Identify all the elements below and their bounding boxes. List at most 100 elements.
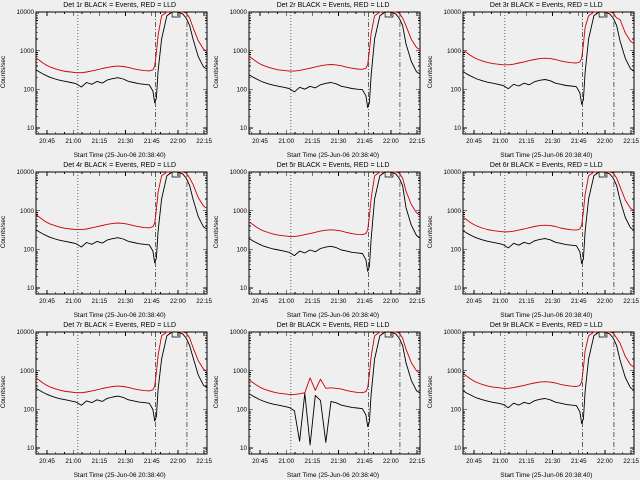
ticks-group — [249, 171, 421, 294]
x-tick-label: 21:00 — [492, 138, 508, 145]
x-tick-label: 20:45 — [466, 298, 482, 305]
x-tick-label: 20:45 — [39, 458, 55, 465]
x-axis-label: Start Time (25-Jun-06 20:38:40) — [73, 152, 166, 159]
y-tick-label: 1000 — [20, 368, 35, 375]
panel-det-1r: Det 1r BLACK = Events, RED = LLD Counts/… — [0, 0, 213, 160]
y-tick-label: 10 — [240, 125, 248, 132]
panel-title: Det 1r BLACK = Events, RED = LLD — [63, 2, 177, 9]
x-tick-label: 20:45 — [252, 458, 268, 465]
x-tick-label: 21:45 — [144, 458, 160, 465]
y-tick-label: 10 — [240, 285, 248, 292]
y-tick-label: 100 — [23, 87, 34, 94]
y-tick-label: 100 — [237, 247, 248, 254]
panel-plot: 20:45 21:00 21:15 21:30 21:45 22:00 22:15 10 100… — [443, 329, 639, 465]
ticks-group — [36, 331, 207, 454]
x-tick-label: 22:00 — [383, 138, 399, 145]
x-tick-label: 20:45 — [39, 298, 55, 305]
x-tick-label: 21:00 — [65, 138, 81, 145]
y-tick-label: 100 — [450, 247, 461, 254]
axes-frame — [248, 171, 421, 295]
x-tick-label: 21:15 — [305, 298, 321, 305]
x-tick-label: 21:00 — [65, 298, 81, 305]
x-tick-label: 22:15 — [623, 458, 639, 465]
y-tick-label: 100 — [450, 87, 461, 94]
panel-title: Det 9r BLACK = Events, RED = LLD — [489, 322, 603, 329]
axes-frame — [248, 331, 421, 455]
axes-frame — [35, 331, 208, 455]
panel-det-5r: Det 5r BLACK = Events, RED = LLD Counts/… — [213, 160, 426, 320]
x-tick-label: 22:15 — [623, 298, 639, 305]
flag-marker — [598, 172, 607, 178]
y-tick-label: 1000 — [20, 208, 35, 215]
x-tick-label: 21:00 — [65, 458, 81, 465]
x-tick-label: 21:30 — [118, 458, 134, 465]
panel-det-6r: Det 6r BLACK = Events, RED = LLD Counts/… — [427, 160, 640, 320]
x-tick-label: 20:45 — [252, 138, 268, 145]
y-tick-label: 10000 — [230, 9, 248, 16]
events-curve — [462, 331, 634, 424]
flag-marker — [385, 12, 394, 18]
panel-title: Det 2r BLACK = Events, RED = LLD — [276, 2, 390, 9]
y-tick-label: 10 — [454, 445, 462, 452]
x-tick-label: 22:00 — [383, 298, 399, 305]
ticks-group — [462, 171, 634, 294]
x-tick-label: 22:15 — [196, 458, 212, 465]
lld-curve — [35, 11, 208, 74]
x-tick-label: 21:15 — [92, 458, 108, 465]
panel-title: Det 5r BLACK = Events, RED = LLD — [276, 162, 390, 169]
events-curve — [249, 331, 421, 446]
x-tick-label: 22:00 — [170, 458, 186, 465]
panel-plot: 20:45 21:00 21:15 21:30 21:45 22:00 22:15 10 100… — [230, 329, 426, 465]
events-curve — [249, 171, 421, 272]
axes-frame — [248, 11, 421, 135]
y-tick-label: 10 — [27, 445, 35, 452]
ticks-group — [249, 11, 421, 134]
x-tick-label: 22:15 — [196, 138, 212, 145]
lld-curve — [249, 11, 421, 72]
flag-marker — [598, 332, 607, 338]
ticks-group — [462, 331, 634, 454]
x-tick-label: 22:00 — [597, 138, 613, 145]
x-tick-label: 21:30 — [118, 138, 134, 145]
panel-title: Det 7r BLACK = Events, RED = LLD — [63, 322, 177, 329]
panel-plot: 20:45 21:00 21:15 21:30 21:45 22:00 22:15 10 100… — [16, 169, 212, 305]
flag-marker — [171, 12, 181, 18]
x-tick-label: 21:30 — [118, 298, 134, 305]
x-tick-label: 21:45 — [571, 138, 587, 145]
x-tick-label: 21:00 — [492, 298, 508, 305]
lld-curve — [35, 331, 208, 394]
y-tick-label: 10 — [27, 125, 35, 132]
x-axis-label: Start Time (25-Jun-06 20:38:40) — [286, 312, 380, 319]
y-tick-label: 1000 — [447, 368, 462, 375]
x-tick-label: 21:30 — [331, 458, 347, 465]
y-tick-label: 1000 — [233, 208, 248, 215]
panel-plot: 20:45 21:00 21:15 21:30 21:45 22:00 22:15 10 100… — [443, 169, 639, 305]
y-tick-label: 100 — [450, 407, 461, 414]
y-tick-label: 100 — [237, 407, 248, 414]
axes-frame — [462, 11, 635, 135]
lld-curve — [462, 331, 634, 389]
panel-det-7r: Det 7r BLACK = Events, RED = LLD Counts/… — [0, 320, 213, 480]
x-axis-label: Start Time (25-Jun-06 20:38:40) — [500, 312, 593, 319]
y-tick-label: 10 — [240, 445, 248, 452]
x-axis-label: Start Time (25-Jun-06 20:38:40) — [500, 152, 593, 159]
x-tick-label: 21:15 — [305, 138, 321, 145]
x-tick-label: 21:00 — [279, 138, 295, 145]
x-axis-label: Start Time (25-Jun-06 20:38:40) — [500, 472, 593, 479]
panel-title: Det 6r BLACK = Events, RED = LLD — [489, 162, 603, 169]
panel-title: Det 8r BLACK = Events, RED = LLD — [276, 322, 390, 329]
panel-plot: 20:45 21:00 21:15 21:30 21:45 22:00 22:15 10 100… — [16, 9, 212, 145]
x-tick-label: 22:15 — [410, 298, 426, 305]
x-tick-label: 21:45 — [144, 298, 160, 305]
events-curve — [35, 331, 208, 422]
panel-plot: 20:45 21:00 21:15 21:30 21:45 22:00 22:15 10 100… — [443, 9, 639, 145]
y-tick-label: 10000 — [16, 169, 34, 176]
y-tick-label: 10000 — [443, 329, 461, 336]
axes-frame — [462, 331, 635, 455]
y-tick-label: 10000 — [16, 329, 34, 336]
flag-marker — [385, 332, 394, 338]
x-tick-label: 21:45 — [357, 458, 373, 465]
x-tick-label: 21:45 — [357, 138, 373, 145]
panel-det-4r: Det 4r BLACK = Events, RED = LLD Counts/… — [0, 160, 213, 320]
